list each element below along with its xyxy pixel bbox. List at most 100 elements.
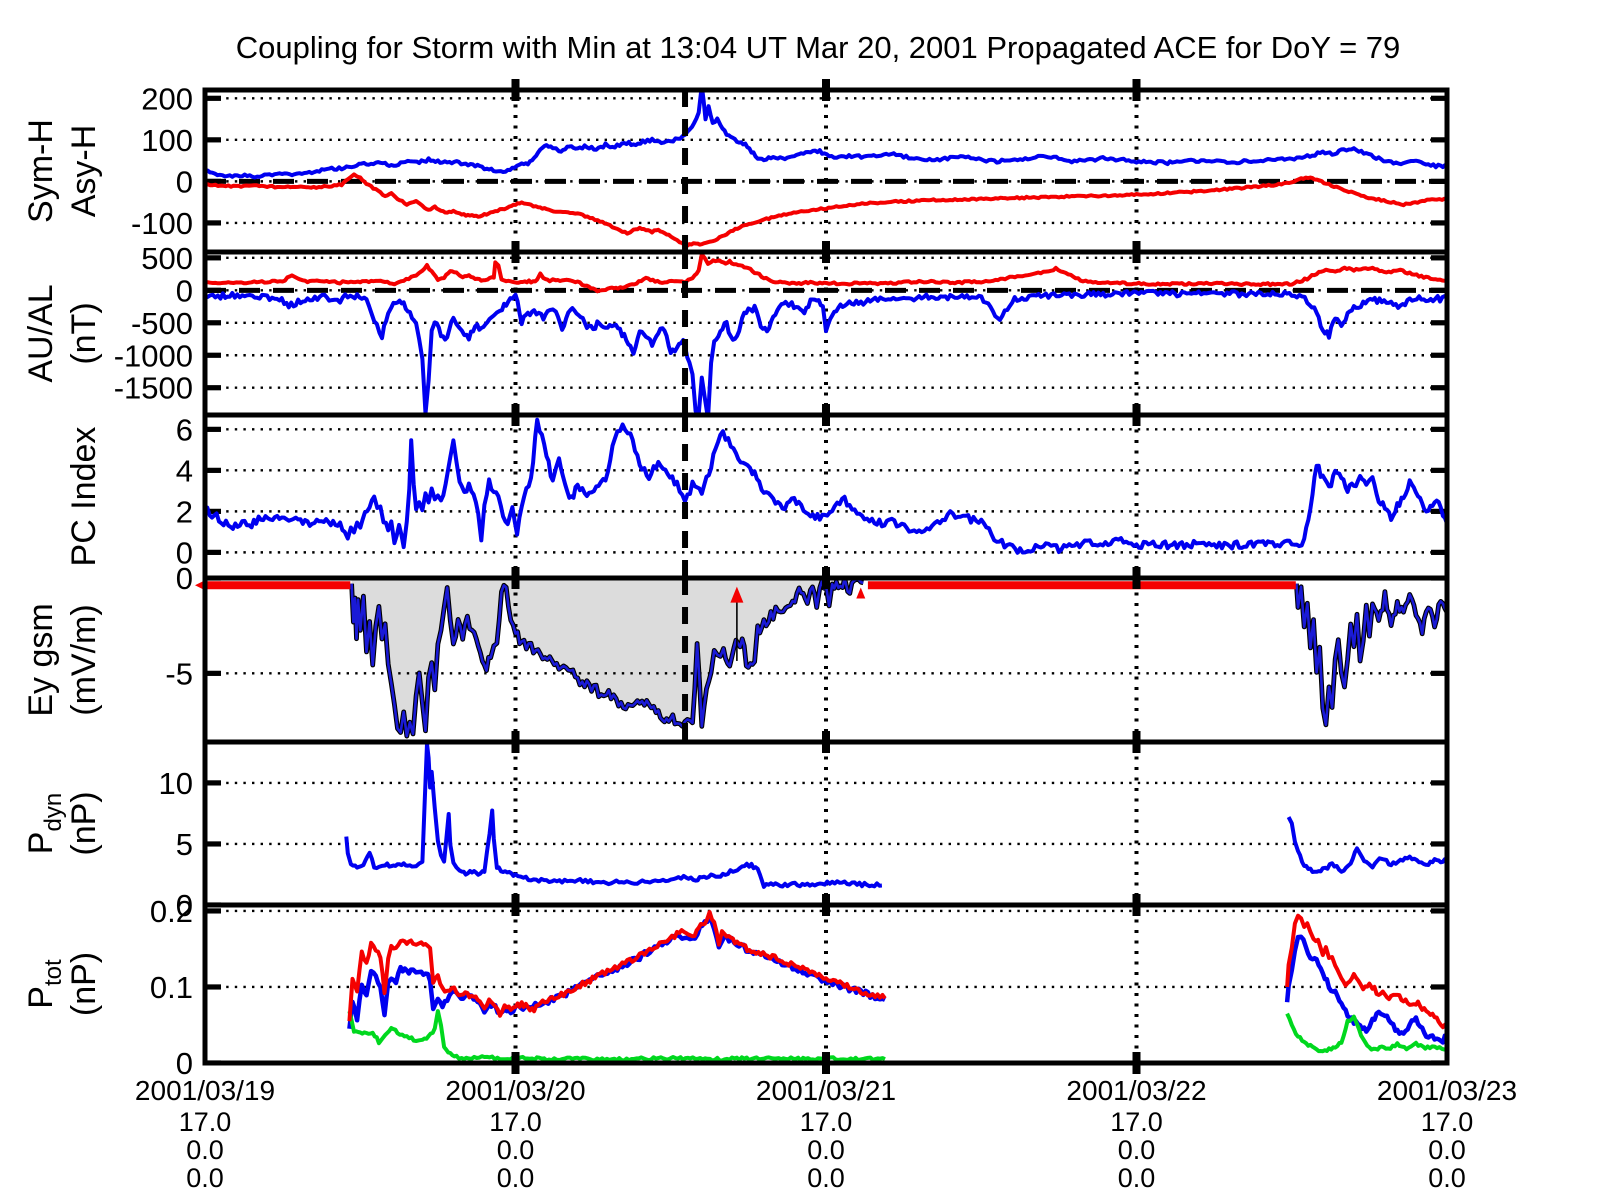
- ytick-mark: [1431, 508, 1447, 514]
- xtick-mark: [822, 241, 830, 263]
- ytick-mark: [205, 352, 221, 358]
- ytick-mark: [1431, 780, 1447, 786]
- xtick-label-r3: 0.0: [497, 1135, 535, 1165]
- ytick-mark: [1431, 984, 1447, 990]
- ytick-mark: [205, 908, 221, 914]
- panel-ptot: [205, 908, 1447, 1063]
- panel-border: [202, 87, 1450, 255]
- xtick-label-r3: 0.0: [1428, 1135, 1466, 1165]
- ytick-label: -5: [165, 656, 193, 691]
- y-axis-label: Pdyn: [22, 793, 67, 854]
- xtick-mark: [822, 731, 830, 753]
- panel-symh-asyh: [205, 90, 1447, 252]
- ytick-mark: [205, 508, 221, 514]
- y-axis-label: (nT): [65, 302, 103, 364]
- series-Ptot-blue: [347, 913, 886, 1030]
- ytick-label: 4: [176, 453, 193, 488]
- xtick-label-date: 2001/03/21: [756, 1075, 896, 1106]
- panel-border: [202, 249, 1450, 418]
- xtick-mark: [1132, 404, 1141, 426]
- series-Pdyn: [1286, 816, 1447, 874]
- ytick-mark: [205, 220, 221, 226]
- xtick-label-date: 2001/03/19: [135, 1075, 275, 1106]
- ytick-mark: [205, 426, 221, 432]
- ytick-label: 100: [141, 123, 193, 158]
- xtick-label-r4: 0.0: [186, 1163, 224, 1193]
- ytick-mark: [1431, 137, 1447, 143]
- series-Ptot-green: [347, 1009, 886, 1063]
- panel-au-al: [205, 252, 1447, 415]
- xtick-mark: [1132, 1052, 1141, 1074]
- ytick-mark: [1431, 908, 1447, 914]
- ytick-label: 5: [176, 827, 193, 862]
- ytick-mark: [1431, 220, 1447, 226]
- xtick-mark: [822, 1052, 830, 1074]
- y-axis-label: Ey gsm: [22, 603, 60, 716]
- panel-pc-index: [205, 415, 1447, 578]
- ytick-label: -500: [131, 306, 193, 341]
- series-Ey: [1295, 583, 1447, 727]
- series-Ptot-blue: [1284, 934, 1447, 1045]
- xtick-label-hour: 17.0: [800, 1107, 853, 1137]
- xtick-label-r3: 0.0: [186, 1135, 224, 1165]
- series-AL: [205, 288, 1447, 415]
- ytick-label: 500: [141, 241, 193, 276]
- ytick-mark: [1431, 467, 1447, 473]
- y-axis-label: PC Index: [65, 427, 103, 567]
- panel-ey-gsm: [205, 578, 1447, 742]
- ytick-label: 200: [141, 81, 193, 116]
- xtick-label-r3: 0.0: [1118, 1135, 1156, 1165]
- xtick-mark: [822, 567, 830, 589]
- series-Pdyn: [344, 742, 883, 889]
- xtick-label-r4: 0.0: [1428, 1163, 1466, 1193]
- xtick-label-hour: 17.0: [489, 1107, 542, 1137]
- y-axis-label: Sym-H: [22, 119, 60, 223]
- ytick-label: 2: [176, 494, 193, 529]
- xtick-mark: [822, 79, 830, 101]
- xtick-mark: [511, 404, 520, 426]
- ytick-mark: [205, 670, 221, 676]
- ytick-label: -100: [131, 206, 193, 241]
- ytick-mark: [205, 780, 221, 786]
- series-Ptot-red: [347, 910, 887, 1022]
- y-axis-label: (nP): [65, 952, 103, 1016]
- ytick-mark: [1431, 841, 1447, 847]
- xtick-label-hour: 17.0: [179, 1107, 232, 1137]
- xtick-mark: [1132, 731, 1141, 753]
- ytick-label: 0.1: [150, 970, 193, 1005]
- xtick-mark: [511, 241, 520, 263]
- ytick-mark: [205, 137, 221, 143]
- ytick-mark: [205, 549, 221, 555]
- ytick-label: 0: [176, 273, 193, 308]
- xtick-mark: [511, 79, 520, 101]
- ytick-label: -1500: [114, 371, 193, 406]
- ytick-mark: [205, 95, 221, 101]
- series-PC: [205, 417, 1447, 555]
- xtick-mark: [1132, 567, 1141, 589]
- xtick-label-date: 2001/03/23: [1377, 1075, 1517, 1106]
- ytick-mark: [205, 841, 221, 847]
- ytick-label: 0: [176, 888, 193, 923]
- xtick-mark: [511, 567, 520, 589]
- xtick-label-date: 2001/03/22: [1066, 1075, 1206, 1106]
- ytick-mark: [205, 320, 221, 326]
- y-axis-label: (nP): [65, 791, 103, 855]
- ytick-label: 0: [176, 164, 193, 199]
- xtick-mark: [822, 894, 830, 916]
- ytick-label: 6: [176, 412, 193, 447]
- y-axis-label: (mV/m): [65, 604, 103, 715]
- series-Asy-H: [205, 90, 1447, 180]
- chart-title: Coupling for Storm with Min at 13:04 UT …: [236, 30, 1401, 65]
- xtick-label-hour: 17.0: [1110, 1107, 1163, 1137]
- xtick-label-r4: 0.0: [807, 1163, 845, 1193]
- xtick-label-r4: 0.0: [497, 1163, 535, 1193]
- ytick-mark: [1431, 95, 1447, 101]
- xtick-mark: [822, 404, 830, 426]
- ytick-mark: [1431, 549, 1447, 555]
- ytick-mark: [1431, 352, 1447, 358]
- series-Sym-H: [205, 172, 1447, 248]
- xtick-label-hour: 17.0: [1421, 1107, 1474, 1137]
- xtick-mark: [511, 894, 520, 916]
- xtick-mark: [1132, 894, 1141, 916]
